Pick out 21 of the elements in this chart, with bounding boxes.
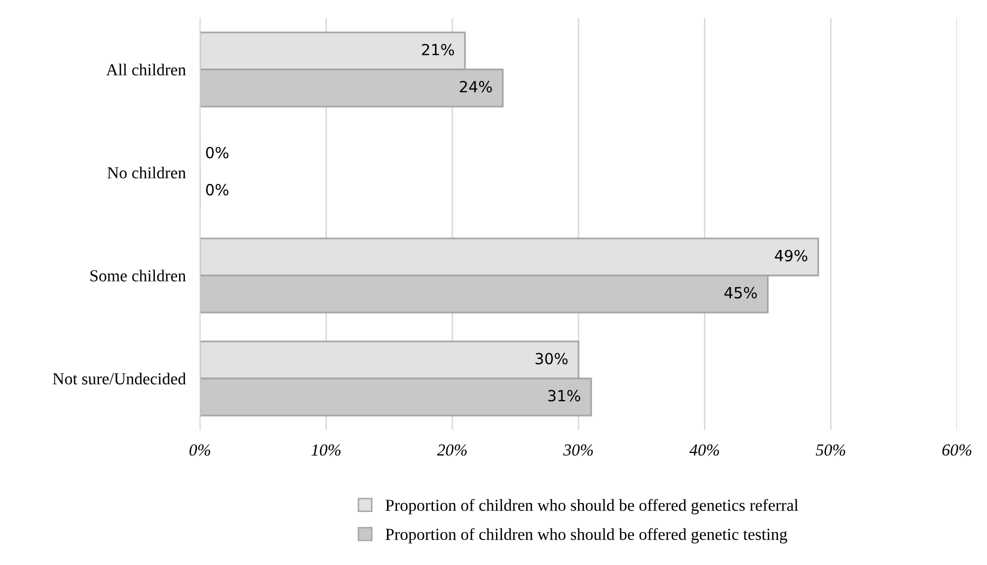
y-tick-label: No children	[107, 166, 186, 178]
x-tick-label: 60%	[942, 444, 972, 456]
x-tick-label: 0%	[190, 444, 210, 456]
data-label: 30%	[536, 352, 568, 364]
data-label: 24%	[460, 80, 492, 92]
data-label: 31%	[548, 390, 580, 402]
x-tick-label: 40%	[689, 444, 719, 456]
data-label: 45%	[724, 286, 757, 298]
y-tick-label: Some children	[90, 270, 186, 282]
x-tick-label: 50%	[816, 444, 846, 456]
data-label: 21%	[422, 44, 454, 56]
legend-label: Proportion of children who should be offered genetics referral	[386, 498, 798, 514]
y-tick-label: All children	[106, 64, 186, 76]
data-label: 0%	[206, 146, 228, 158]
legend-label: Proportion of children who should be offered genetic testing	[386, 528, 788, 544]
y-tick-label: Not sure/Undecided	[52, 372, 186, 384]
data-label: 0%	[206, 184, 228, 196]
x-tick-label: 10%	[311, 444, 340, 456]
x-tick-label: 20%	[437, 444, 467, 456]
data-label: 49%	[774, 250, 808, 262]
x-tick-label: 30%	[563, 444, 593, 456]
